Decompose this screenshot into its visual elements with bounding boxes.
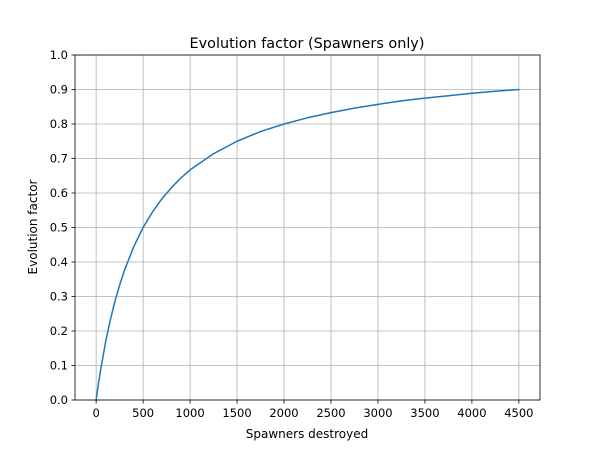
y-tick-label: 0.5 bbox=[50, 221, 68, 235]
x-tick-label: 1000 bbox=[175, 406, 204, 420]
x-tick-label: 2500 bbox=[316, 406, 345, 420]
y-tick-label: 0.7 bbox=[50, 152, 68, 166]
x-tick-label: 0 bbox=[92, 406, 99, 420]
x-axis-label: Spawners destroyed bbox=[246, 427, 368, 441]
y-tick-label: 0.9 bbox=[50, 83, 68, 97]
chart-title: Evolution factor (Spawners only) bbox=[190, 36, 425, 52]
x-tick-label: 4000 bbox=[457, 406, 486, 420]
y-tick-label: 0.8 bbox=[50, 117, 68, 131]
x-tick-label: 1500 bbox=[222, 406, 251, 420]
y-tick-label: 0.1 bbox=[50, 359, 68, 373]
plot-area bbox=[95, 88, 520, 401]
x-tick-label: 2000 bbox=[269, 406, 298, 420]
y-tick-label: 1.0 bbox=[50, 48, 68, 62]
y-tick-label: 0.2 bbox=[50, 324, 68, 338]
y-tick-label: 0.6 bbox=[50, 186, 68, 200]
x-tick-label: 500 bbox=[132, 406, 154, 420]
y-tick-label: 0.3 bbox=[50, 290, 68, 304]
x-tick-label: 3000 bbox=[363, 406, 392, 420]
x-tick-label: 4500 bbox=[504, 406, 533, 420]
ticks: 0 500 1000 1500 2000 2500 3000 3500 4000 4500 0.0 0… bbox=[50, 48, 534, 420]
series-line bbox=[95, 88, 520, 401]
y-axis-label: Evolution factor bbox=[26, 179, 40, 274]
x-tick-label: 3500 bbox=[410, 406, 439, 420]
y-tick-label: 0.4 bbox=[50, 255, 68, 269]
y-tick-label: 0.0 bbox=[50, 393, 68, 407]
